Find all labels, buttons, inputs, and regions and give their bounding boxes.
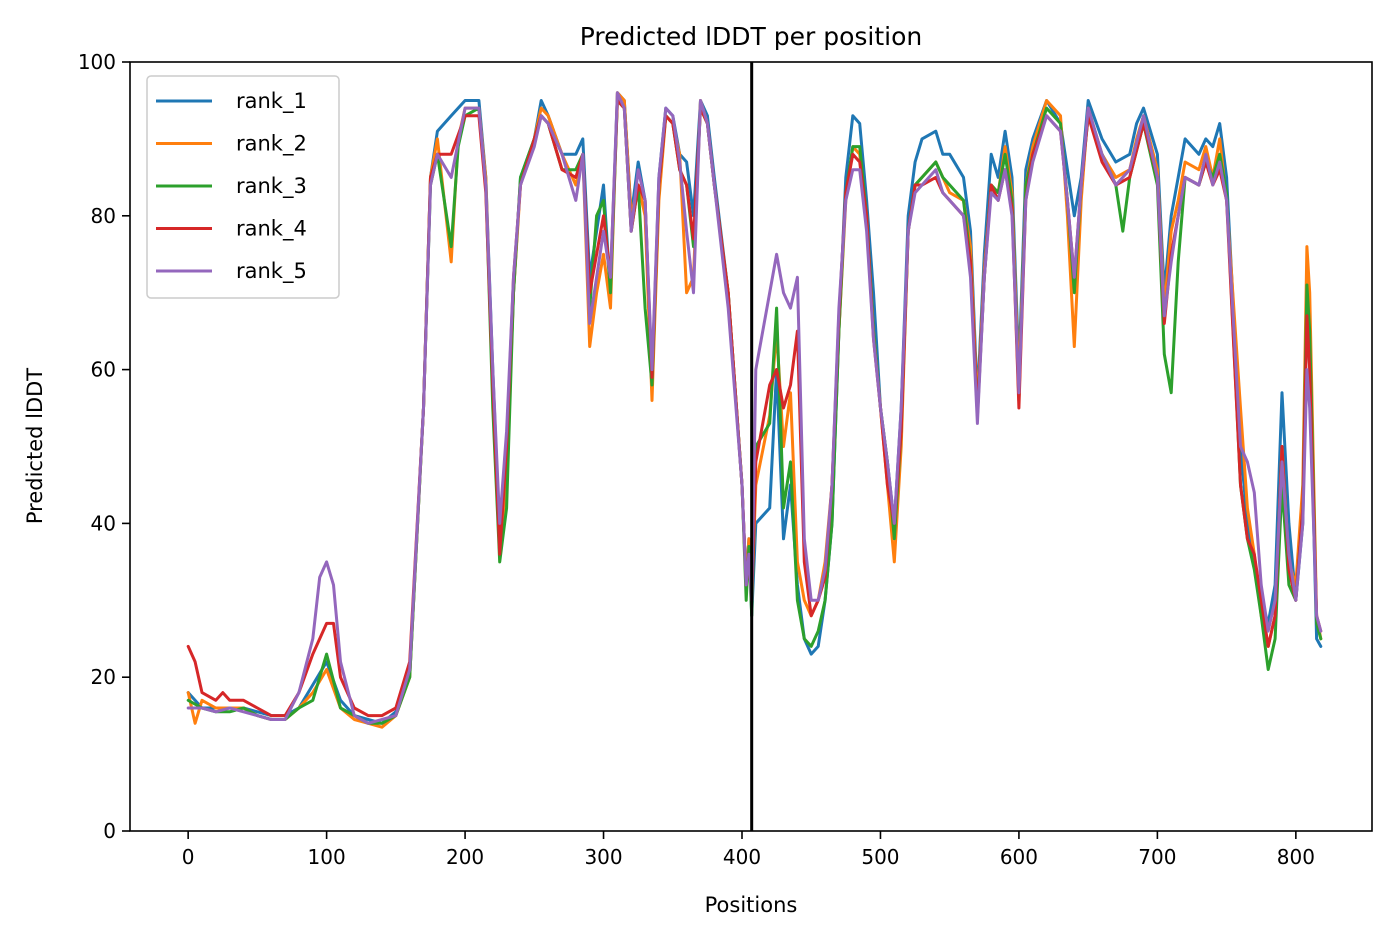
x-axis-ticks: 0 100 200 300 400 500 600 700 800 xyxy=(182,831,1315,869)
y-axis-label: Predicted lDDT xyxy=(23,368,47,524)
y-tick-label: 100 xyxy=(78,50,116,74)
legend-label: rank_4 xyxy=(236,217,307,242)
axes-frame xyxy=(129,61,1373,832)
y-tick-label: 20 xyxy=(91,665,116,689)
x-tick-label: 300 xyxy=(584,845,622,869)
y-tick-label: 60 xyxy=(91,358,116,382)
legend: rank_1 rank_2 rank_3 rank_4 rank_5 xyxy=(146,75,340,299)
chart-title: Predicted lDDT per position xyxy=(580,22,922,51)
x-tick-label: 400 xyxy=(723,845,761,869)
y-tick-label: 0 xyxy=(103,819,116,843)
legend-label: rank_3 xyxy=(236,174,307,199)
series-lines xyxy=(186,91,1323,729)
x-tick-label: 500 xyxy=(861,845,899,869)
y-tick-label: 40 xyxy=(91,511,116,535)
legend-label: rank_1 xyxy=(236,89,307,114)
y-axis-ticks: 0 20 40 60 80 100 xyxy=(78,50,130,843)
x-axis-label: Positions xyxy=(705,893,798,917)
x-tick-label: 700 xyxy=(1138,845,1176,869)
x-tick-label: 600 xyxy=(1000,845,1038,869)
legend-label: rank_2 xyxy=(236,132,307,157)
legend-label: rank_5 xyxy=(236,259,307,284)
legend-box xyxy=(146,75,340,299)
x-tick-label: 200 xyxy=(446,845,484,869)
series-line-5 xyxy=(186,91,1323,725)
x-tick-label: 0 xyxy=(182,845,195,869)
x-tick-label: 800 xyxy=(1277,845,1315,869)
x-tick-label: 100 xyxy=(308,845,346,869)
y-tick-label: 80 xyxy=(91,204,116,228)
plot-area xyxy=(129,61,1373,832)
